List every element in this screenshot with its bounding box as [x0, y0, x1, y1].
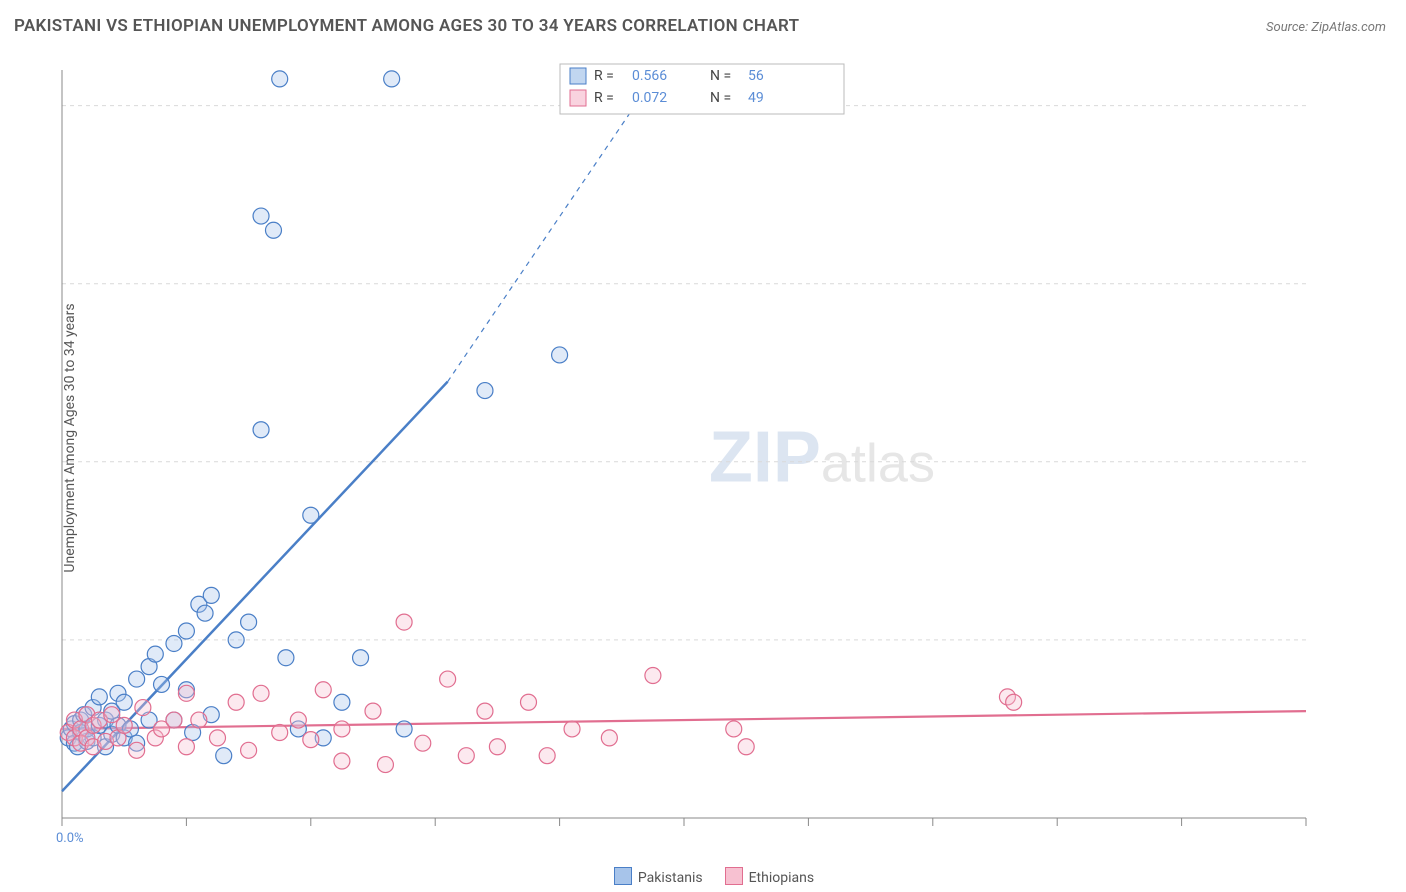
svg-text:R =: R = — [594, 68, 614, 84]
source-attribution: Source: ZipAtlas.com — [1266, 20, 1386, 35]
svg-text:56: 56 — [748, 68, 764, 84]
svg-text:ZIPatlas: ZIPatlas — [709, 417, 935, 497]
legend-label: Ethiopians — [749, 870, 814, 886]
svg-text:49: 49 — [748, 90, 764, 106]
legend-swatch — [614, 867, 632, 885]
chart-title: PAKISTANI VS ETHIOPIAN UNEMPLOYMENT AMON… — [14, 16, 799, 36]
scatter-chart: ZIPatlas10.0%20.0%30.0%40.0%0.0%20.0%R =… — [50, 60, 1316, 844]
svg-text:R =: R = — [594, 90, 614, 106]
svg-text:0.0%: 0.0% — [56, 831, 84, 844]
svg-text:0.566: 0.566 — [632, 68, 667, 84]
x-legend: Pakistanis Ethiopians — [0, 867, 1406, 886]
svg-text:0.072: 0.072 — [632, 90, 667, 106]
svg-text:N =: N = — [710, 68, 731, 84]
legend-swatch — [725, 867, 743, 885]
svg-text:N =: N = — [710, 90, 731, 106]
legend-label: Pakistanis — [638, 870, 703, 886]
